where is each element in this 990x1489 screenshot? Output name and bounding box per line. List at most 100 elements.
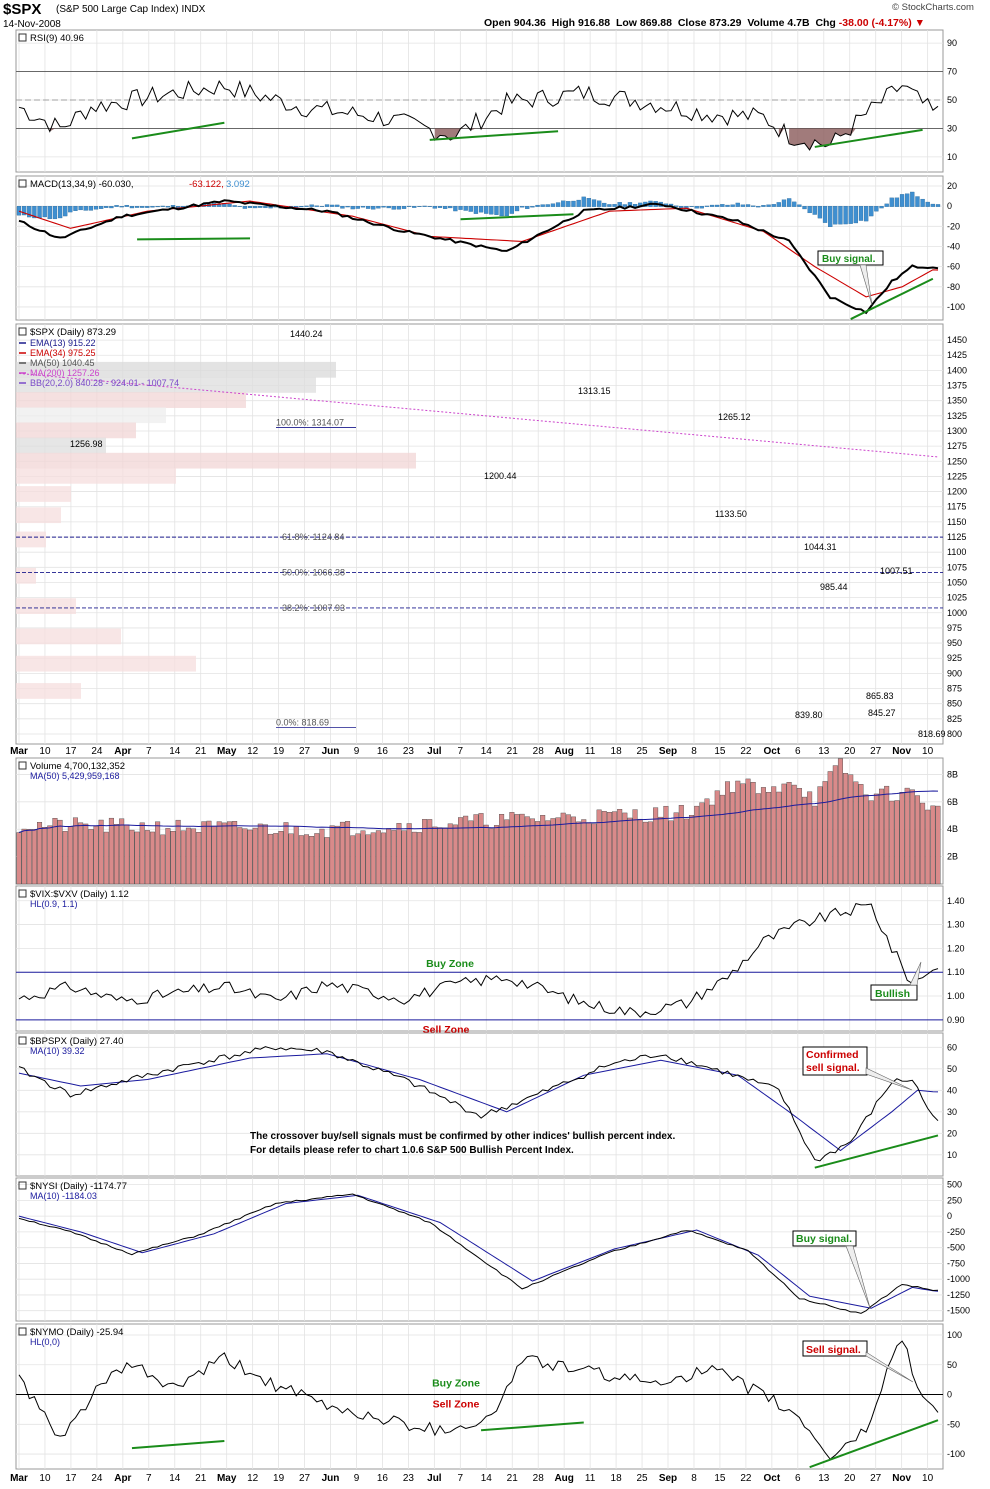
nymo-tick-label: -100 [947,1449,965,1459]
volume-bar [83,823,89,885]
macd-histogram-bar [576,199,581,207]
price-extreme-label: 985.44 [820,582,848,592]
macd-divergence-line [460,213,574,221]
macd-panel-frame [15,175,944,321]
volume-bar [416,832,422,885]
nysi-tick-label: -250 [947,1227,965,1237]
volume-by-price-bar [16,392,246,408]
macd-histogram-bar [365,206,371,209]
macd-histogram-bar [330,204,335,207]
price-tick-label: 825 [947,714,962,724]
volume-bar [755,793,761,885]
price-tick-label: 1450 [947,335,967,345]
macd-histogram-bar [499,206,504,217]
volume-bar [293,826,299,885]
volume-bar [663,805,669,885]
volume-by-price-bar [16,598,76,614]
volume-bar [596,809,602,885]
volume-bar [617,809,623,885]
bpspx-legend: MA(10) 39.32 [30,1046,85,1056]
bpspx-ma-line [18,1053,939,1152]
volume-bar [196,832,202,885]
price-tick-label: 1325 [947,411,967,421]
macd-histogram-bar [607,204,612,207]
volume-by-price-bar [16,628,121,645]
volume-bar [206,820,212,885]
macd-histogram-bar [489,206,494,215]
vix-callout-pointer [909,961,922,986]
price-tick-label: 850 [947,699,962,709]
volume-bar [894,800,900,885]
x-axis-label-bottom: 28 [533,1473,545,1484]
x-axis-label: 20 [844,746,856,757]
x-axis-label-bottom: 22 [740,1473,752,1484]
volume-bar [873,793,879,885]
volume-bar [42,827,48,885]
volume-bar [925,809,931,885]
fibonacci-label: 61.8%: 1124.84 [282,532,344,542]
volume-bar [884,785,890,885]
volume-bar [807,791,813,885]
volume-bar [365,834,371,885]
volume-bar [78,822,84,885]
volume-by-price-bar [16,467,176,484]
macd-tick-label: -80 [947,282,960,292]
volume-bar [21,828,27,885]
macd-histogram-bar [335,204,340,207]
macd-histogram-bar [360,206,366,208]
volume-by-price-bar [16,407,166,424]
price-tick-label: 1075 [947,562,967,572]
x-axis-label-bottom: 8 [691,1473,697,1484]
volume-label: Volume [747,17,785,29]
volume-bar [853,781,859,885]
macd-histogram-bar [725,204,730,207]
volume-bar [345,821,351,885]
volume-bar [658,816,664,885]
volume-bar [273,833,279,885]
volume-bar [119,818,125,885]
x-axis-label: 17 [65,746,77,757]
volume-by-price-bar [16,531,46,548]
x-axis-label-bottom: Oct [764,1473,781,1484]
bpspx-tick-label: 20 [947,1128,957,1138]
x-axis-label-bottom: 20 [844,1473,856,1484]
nysi-buy-signal-label: Buy signal. [796,1233,852,1245]
macd-histogram-bar [751,205,756,207]
volume-bar [796,788,802,885]
x-axis-label: 11 [585,746,596,757]
macd-histogram-bar [78,206,83,211]
nymo-tick-label: -50 [947,1419,960,1429]
macd-histogram-bar [73,206,78,211]
x-axis-label: 23 [403,746,415,757]
volume-bar [26,829,32,885]
macd-value-3: 3.092 [226,179,250,190]
volume-bar [114,824,120,885]
volume-bar [381,832,387,885]
macd-tick-label: -20 [947,221,960,231]
volume-bar [339,821,345,885]
macd-histogram-bar [63,206,68,217]
macd-tick-label: -100 [947,302,965,312]
price-extreme-label: 1313.15 [578,386,611,396]
macd-histogram-bar [314,205,319,207]
volume-bar [822,781,828,885]
price-tick-label: 975 [947,623,962,633]
rsi-divergence-line [429,130,559,141]
volume-bar [837,758,843,885]
nymo-sell-signal-label: Sell signal. [806,1344,861,1356]
macd-histogram-bar [463,206,468,211]
volume-bar [570,816,576,885]
macd-histogram-bar [355,206,360,209]
macd-histogram-bar [822,206,828,223]
macd-histogram-bar [709,204,715,207]
bpspx-note-line-2: For details please refer to chart 1.0.6 … [250,1145,574,1156]
nymo-sell-signal-box [802,1340,868,1357]
volume-bar [930,805,936,885]
x-axis-label-bottom: 12 [247,1473,259,1484]
volume-bar [935,805,941,885]
volume-bar [401,830,407,885]
volume-bar [483,824,489,885]
volume-legend: MA(50) 5,429,959,168 [30,771,120,781]
macd-histogram-bar [535,204,540,207]
price-extreme-label: 1200.44 [484,471,517,481]
